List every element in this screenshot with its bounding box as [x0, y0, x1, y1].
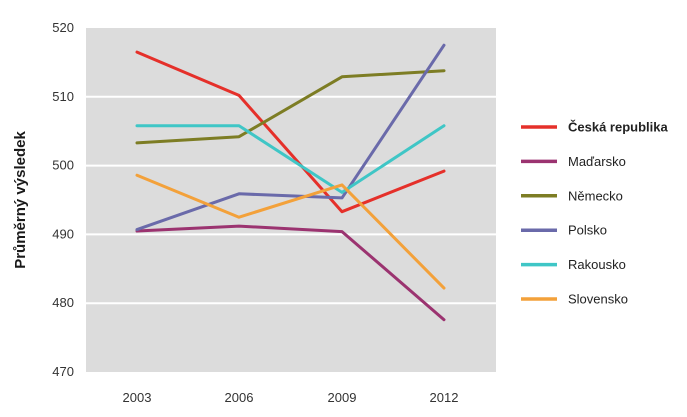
y-tick-label: 490 — [52, 226, 74, 241]
x-tick-label: 2003 — [123, 390, 152, 405]
legend-label: Rakousko — [568, 257, 626, 272]
x-tick-label: 2012 — [430, 390, 459, 405]
y-axis-label: Průměrný výsledek — [12, 131, 29, 269]
series-line-česká-republika — [135, 50, 446, 214]
gridlines — [86, 95, 496, 305]
series-line-slovensko — [135, 173, 446, 290]
legend-label: Německo — [568, 188, 623, 203]
x-tick-label: 2006 — [225, 390, 254, 405]
legend-label: Česká republika — [568, 120, 668, 135]
y-tick-label: 510 — [52, 89, 74, 104]
y-tick-label: 480 — [52, 295, 74, 310]
x-tick-label: 2009 — [328, 390, 357, 405]
series-line-polsko — [135, 43, 446, 232]
series-line-maďarsko — [135, 224, 446, 322]
legend-label: Polsko — [568, 223, 607, 238]
series-lines — [135, 43, 446, 322]
y-tick-label: 500 — [52, 158, 74, 173]
y-tick-label: 520 — [52, 20, 74, 35]
x-axis-ticks: 2003 2006 2009 2012 — [123, 390, 459, 405]
y-axis-ticks: 470 480 490 500 510 520 — [52, 20, 74, 379]
series-line-rakousko — [135, 124, 446, 194]
legend: Česká republika Maďarsko Německo Polsko Rako… — [521, 120, 668, 307]
legend-label: Slovensko — [568, 292, 628, 307]
series-line-německo — [135, 69, 446, 145]
y-tick-label: 470 — [52, 364, 74, 379]
legend-label: Maďarsko — [568, 154, 626, 169]
